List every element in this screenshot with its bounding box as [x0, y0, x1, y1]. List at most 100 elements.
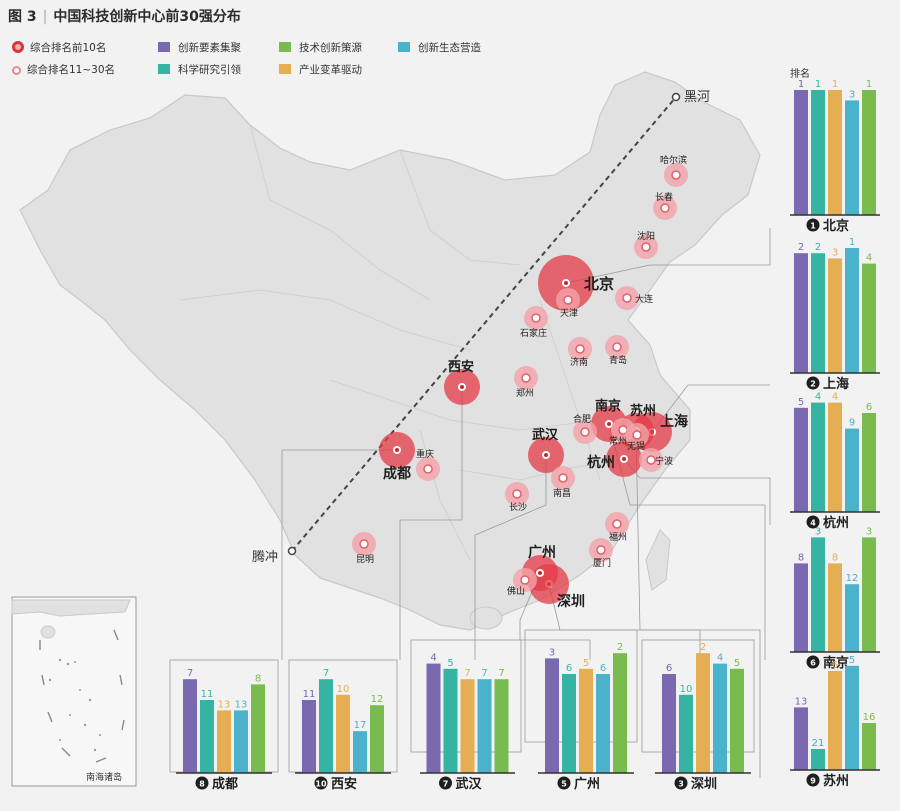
city-label: 宁波 — [655, 455, 673, 467]
city-marker[interactable]: 南昌 — [551, 466, 575, 499]
rank-number: 4 — [810, 519, 816, 528]
city-marker[interactable]: 成都 — [379, 432, 415, 482]
rank-badge — [806, 376, 820, 390]
bar — [794, 90, 808, 215]
bar-label: 11 — [303, 689, 316, 700]
bar — [679, 694, 693, 773]
bar-label: 12 — [846, 573, 859, 584]
legend-series-3: 产业变革驱动 — [279, 62, 362, 77]
connector-line — [399, 387, 463, 660]
city-marker[interactable]: 济南 — [568, 337, 592, 368]
city-marker[interactable]: 郑州 — [514, 366, 538, 399]
city-marker[interactable]: 无锡 — [625, 423, 649, 452]
bar-label: 12 — [371, 694, 384, 705]
bar-label: 1 — [815, 79, 821, 90]
bar — [477, 679, 492, 773]
bar-label: 5 — [734, 658, 740, 669]
bar — [862, 723, 876, 770]
rank-badge — [806, 515, 820, 529]
city-marker[interactable]: 武汉 — [528, 427, 564, 473]
chart-city-name: 上海 — [823, 376, 849, 392]
city-label: 重庆 — [416, 448, 434, 460]
rank-number: 6 — [810, 659, 816, 668]
city-label: 广州 — [528, 544, 556, 561]
legend-series-label: 创新生态营造 — [418, 42, 481, 54]
bar — [200, 700, 214, 773]
city-dot-core — [564, 281, 568, 285]
bar-label: 7 — [481, 668, 487, 679]
bar-label: 7 — [464, 668, 470, 679]
bar — [794, 563, 808, 652]
city-marker[interactable]: 沈阳 — [634, 230, 658, 259]
city-dot — [646, 455, 656, 465]
city-marker[interactable]: 合肥 — [573, 413, 597, 444]
legend-series-2: 科学研究引领 — [158, 62, 241, 77]
legend-series-label: 产业变革驱动 — [299, 64, 362, 76]
bar-label: 6 — [666, 663, 672, 674]
rank-number: 3 — [678, 780, 684, 789]
hu-line-end-south — [287, 546, 297, 556]
city-label: 武汉 — [532, 427, 559, 443]
city-label: 昆明 — [356, 554, 374, 565]
city-marker[interactable]: 北京 — [538, 255, 614, 311]
city-marker[interactable]: 大连 — [615, 286, 653, 310]
city-marker[interactable]: 昆明 — [352, 532, 376, 565]
city-bar-chart: 36 5 625 广州 — [538, 642, 634, 792]
city-marker[interactable]: 重庆 — [416, 448, 440, 481]
connector-line — [474, 455, 547, 660]
city-marker[interactable]: 哈尔滨 — [660, 154, 688, 187]
bar-label: 6 — [600, 663, 606, 674]
city-marker[interactable]: 长沙 — [505, 482, 529, 513]
city-marker[interactable]: 宁波 — [639, 448, 673, 472]
bar — [353, 731, 367, 773]
rank-number: 10 — [315, 780, 327, 789]
legend-series-5: 技术创新策源 — [279, 40, 362, 55]
city-marker[interactable]: 青岛 — [605, 335, 629, 366]
city-label: 大连 — [635, 293, 653, 305]
city-marker[interactable]: 杭州 — [587, 441, 642, 477]
city-label: 天津 — [560, 308, 578, 319]
chart-city-name: 成都 — [212, 776, 238, 792]
rank-badge — [195, 776, 209, 790]
city-marker[interactable]: 西安 — [444, 359, 480, 405]
legend-series-1: 创新要素集聚 — [158, 40, 241, 55]
city-label: 济南 — [570, 356, 588, 368]
rank-badge — [806, 655, 820, 669]
inset-hainan — [40, 625, 56, 639]
city-marker[interactable]: 石家庄 — [520, 306, 548, 339]
city-marker[interactable]: 厦门 — [589, 538, 613, 569]
bar-label: 5 — [849, 655, 855, 666]
bar — [828, 671, 842, 770]
china-outline — [19, 71, 761, 631]
bar-label: 8 — [798, 552, 804, 563]
chart-city-name: 杭州 — [823, 515, 849, 531]
rank-badge — [674, 776, 688, 790]
bar — [426, 663, 441, 773]
legend-series-label: 技术创新策源 — [299, 42, 362, 54]
city-bar-chart: 4 57 7 77 武汉 — [420, 653, 515, 792]
nine-dash-line — [39, 629, 125, 763]
city-dot — [622, 293, 632, 303]
swatch-icon — [158, 64, 170, 74]
city-marker[interactable]: 福州 — [605, 512, 629, 543]
city-marker[interactable]: 长春 — [653, 191, 677, 220]
swatch-icon — [158, 42, 170, 52]
city-marker[interactable]: 天津 — [556, 288, 580, 319]
bar — [828, 258, 842, 373]
bar — [828, 402, 842, 512]
rank-number: 1 — [810, 222, 816, 231]
bar — [217, 710, 231, 773]
rank-number: 5 — [561, 780, 567, 789]
bar-label: 3 — [832, 247, 838, 258]
bar-label: 2 — [815, 242, 821, 253]
bar — [811, 90, 825, 215]
bar-label: 21 — [812, 738, 825, 749]
inset-label: 南海诸岛 — [86, 771, 122, 783]
city-marker[interactable]: 佛山 — [507, 568, 537, 597]
bar-label: 2 — [617, 642, 623, 653]
city-label: 南京 — [595, 398, 621, 414]
city-dot — [596, 545, 606, 555]
